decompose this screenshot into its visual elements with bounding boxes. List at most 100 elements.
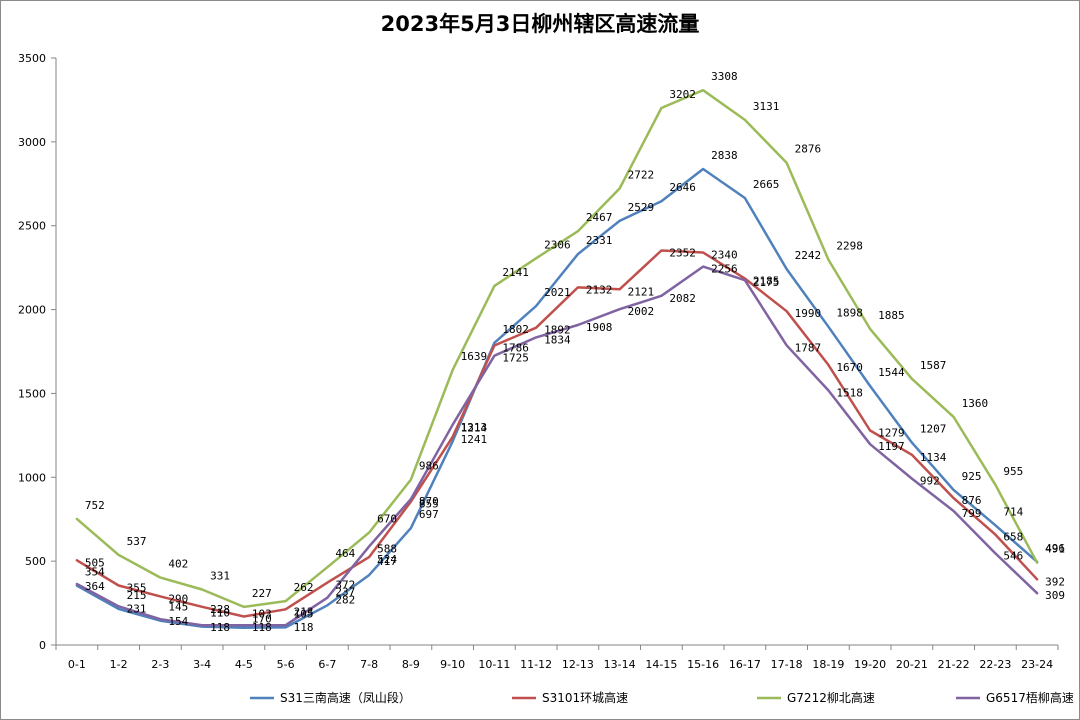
y-tick-label: 500 [25,555,46,568]
legend-item: S31三南高速（凤山段） [250,690,411,705]
data-label: 355 [127,581,147,594]
data-label: 3308 [711,70,738,83]
data-label: 986 [419,460,439,473]
data-label: 402 [168,558,188,571]
data-label: 392 [1045,575,1065,588]
data-label: 697 [419,508,439,521]
y-tick-label: 3000 [18,136,46,149]
data-label: 670 [377,513,397,526]
data-label: 955 [1003,465,1023,478]
data-label: 2082 [669,292,696,305]
y-tick-label: 2500 [18,220,46,233]
x-tick-label: 7-8 [360,658,378,671]
y-tick-label: 0 [39,639,46,652]
data-label: 282 [335,594,355,607]
data-label: 1990 [795,307,822,320]
x-tick-label: 14-15 [645,658,677,671]
axes: 0 500 1000 1500 2000 2500 3000 3500 0-1 1-2 2-3 3-4… [18,52,1059,671]
data-label: 118 [252,621,272,634]
data-label: 170 [252,612,272,625]
data-label: 290 [168,592,188,605]
series-line-3 [75,88,1039,609]
x-tick-label: 15-16 [687,658,719,671]
data-label: 1802 [502,323,529,336]
legend-item: S3101环城高速 [512,690,628,705]
data-label: 103 [252,608,272,621]
data-label: 1725 [502,352,529,365]
x-tick-label: 17-18 [771,658,803,671]
data-label: 1518 [836,386,863,399]
data-label: 262 [294,581,314,594]
data-label: 3131 [753,100,780,113]
data-label: 231 [127,602,147,615]
legend: S31三南高速（凤山段） S3101环城高速 G7212柳北高速 G6517梧柳高速 [250,690,1074,705]
data-label: 1670 [836,361,863,374]
x-tick-label: 5-6 [277,658,295,671]
data-label: 1214 [461,421,488,434]
legend-label: G6517梧柳高速 [986,690,1074,705]
data-label: 714 [1003,505,1023,518]
data-label: 331 [210,569,230,582]
legend-label: S31三南高速（凤山段） [280,690,411,705]
data-label: 2185 [753,275,780,288]
data-label: 2306 [544,238,571,251]
data-label: 228 [210,603,230,616]
data-label: 799 [962,507,982,520]
x-tick-label: 21-22 [938,658,970,671]
data-label: 1134 [920,451,947,464]
data-label: 2002 [628,305,655,318]
data-label: 876 [962,494,982,507]
data-label: 364 [85,580,105,593]
data-label: 752 [85,499,105,512]
data-label: 658 [1003,531,1023,544]
x-tick-label: 4-5 [235,658,253,671]
data-label: 2021 [544,286,571,299]
data-label: 1892 [544,324,571,337]
data-label: 354 [85,566,105,579]
data-label: 145 [168,601,188,614]
data-label: 1885 [878,309,905,322]
data-label: 309 [1045,589,1065,602]
data-label: 2646 [669,181,696,194]
data-label: 237 [335,585,355,598]
data-label: 2121 [628,285,655,298]
x-tick-label: 1-2 [110,658,128,671]
x-tick-label: 2-3 [151,658,169,671]
data-label: 2175 [753,276,780,289]
data-label: 1787 [795,341,822,354]
data-label: 2467 [586,211,613,224]
data-label: 2529 [628,201,655,214]
legend-label: G7212柳北高速 [787,690,875,705]
x-tick-label: 9-10 [440,658,465,671]
y-tick-label: 1000 [18,471,46,484]
x-tick-label: 13-14 [604,658,636,671]
data-label: 118 [210,621,230,634]
data-label: 1241 [461,433,488,446]
data-label: 1587 [920,359,947,372]
y-tick-label: 1500 [18,387,46,400]
data-label: 1898 [836,307,863,320]
data-label: 2298 [836,240,863,253]
x-tick-label: 12-13 [562,658,594,671]
y-tick-label: 2000 [18,304,46,317]
data-label: 1197 [878,440,905,453]
data-label: 491 [1045,543,1065,556]
data-label: 2876 [795,143,822,156]
data-label: 2256 [711,263,738,276]
series-line-4 [75,265,1039,627]
data-label: 1639 [461,350,488,363]
data-label: 154 [168,615,188,628]
data-label: 105 [294,607,314,620]
data-label: 372 [335,579,355,592]
data-label: 1279 [878,426,905,439]
data-label: 227 [252,587,272,600]
data-label: 1360 [962,397,989,410]
x-tick-label: 16-17 [729,658,761,671]
x-tick-label: 8-9 [402,658,420,671]
series-line-1 [75,167,1039,629]
data-label: 496 [1045,542,1065,555]
x-tick-label: 20-21 [896,658,928,671]
series-lines [75,88,1039,629]
